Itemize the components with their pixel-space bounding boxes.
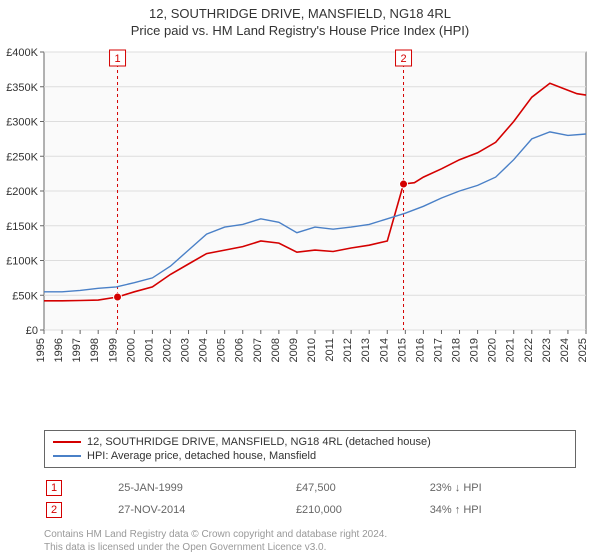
marker-badge: 1: [46, 480, 62, 496]
svg-text:2016: 2016: [414, 338, 426, 362]
legend-swatch: [53, 455, 81, 457]
marker-price: £210,000: [296, 500, 428, 520]
svg-text:2: 2: [400, 53, 406, 65]
svg-text:2002: 2002: [161, 338, 173, 362]
svg-text:2008: 2008: [270, 338, 282, 362]
svg-text:2005: 2005: [216, 338, 228, 362]
legend-label: HPI: Average price, detached house, Mans…: [87, 450, 316, 462]
footer-copyright: Contains HM Land Registry data © Crown c…: [44, 528, 576, 541]
chart-area: £0 £50K £100K £150K £200K £250K £300K £350K £400…: [0, 42, 600, 424]
svg-text:2023: 2023: [541, 338, 553, 362]
svg-text:£150K: £150K: [6, 221, 38, 233]
line-chart: £0 £50K £100K £150K £200K £250K £300K £350K £400…: [0, 42, 600, 372]
marker-delta: 23% ↓ HPI: [430, 478, 574, 498]
svg-text:£300K: £300K: [6, 117, 38, 129]
table-row: 2 27-NOV-2014 £210,000 34% ↑ HPI: [46, 500, 574, 520]
svg-text:2019: 2019: [469, 338, 481, 362]
svg-text:2004: 2004: [198, 338, 210, 362]
svg-text:2022: 2022: [523, 338, 535, 362]
legend-swatch: [53, 441, 81, 443]
legend-item: 12, SOUTHRIDGE DRIVE, MANSFIELD, NG18 4R…: [53, 435, 567, 449]
svg-text:2010: 2010: [306, 338, 318, 362]
title-subtitle: Price paid vs. HM Land Registry's House …: [0, 23, 600, 38]
svg-text:2018: 2018: [451, 338, 463, 362]
legend-label: 12, SOUTHRIDGE DRIVE, MANSFIELD, NG18 4R…: [87, 436, 431, 448]
svg-text:1998: 1998: [89, 338, 101, 362]
table-row: 1 25-JAN-1999 £47,500 23% ↓ HPI: [46, 478, 574, 498]
svg-text:2003: 2003: [180, 338, 192, 362]
svg-text:2021: 2021: [505, 338, 517, 362]
svg-text:2014: 2014: [378, 338, 390, 362]
svg-text:£50K: £50K: [12, 290, 38, 302]
svg-text:2012: 2012: [342, 338, 354, 362]
marker-date: 27-NOV-2014: [118, 500, 294, 520]
chart-titles: 12, SOUTHRIDGE DRIVE, MANSFIELD, NG18 4R…: [0, 0, 600, 42]
svg-text:2011: 2011: [324, 338, 336, 362]
marker-price: £47,500: [296, 478, 428, 498]
svg-text:£350K: £350K: [6, 82, 38, 94]
svg-text:£0: £0: [26, 325, 38, 337]
legend-item: HPI: Average price, detached house, Mans…: [53, 449, 567, 463]
svg-text:£200K: £200K: [6, 186, 38, 198]
svg-text:1: 1: [114, 53, 120, 65]
svg-text:2017: 2017: [432, 338, 444, 362]
svg-text:1999: 1999: [107, 338, 119, 362]
svg-text:2013: 2013: [360, 338, 372, 362]
svg-text:2009: 2009: [288, 338, 300, 362]
svg-text:2015: 2015: [396, 338, 408, 362]
legend: 12, SOUTHRIDGE DRIVE, MANSFIELD, NG18 4R…: [44, 430, 576, 468]
svg-text:£250K: £250K: [6, 151, 38, 163]
svg-text:2001: 2001: [143, 338, 155, 362]
svg-text:2020: 2020: [487, 338, 499, 362]
svg-text:1996: 1996: [53, 338, 65, 362]
marker-date: 25-JAN-1999: [118, 478, 294, 498]
footer-licence: This data is licensed under the Open Gov…: [44, 541, 576, 554]
svg-text:2025: 2025: [577, 338, 589, 362]
svg-text:£400K: £400K: [6, 47, 38, 59]
marker-table: 1 25-JAN-1999 £47,500 23% ↓ HPI 2 27-NOV…: [44, 476, 576, 522]
svg-text:1995: 1995: [35, 338, 47, 362]
svg-text:2024: 2024: [559, 338, 571, 362]
title-address: 12, SOUTHRIDGE DRIVE, MANSFIELD, NG18 4R…: [0, 6, 600, 21]
marker-badge: 2: [46, 502, 62, 518]
marker-delta: 34% ↑ HPI: [430, 500, 574, 520]
svg-text:2006: 2006: [234, 338, 246, 362]
svg-text:1997: 1997: [71, 338, 83, 362]
svg-text:2000: 2000: [125, 338, 137, 362]
svg-text:£100K: £100K: [6, 256, 38, 268]
footer: Contains HM Land Registry data © Crown c…: [44, 528, 576, 554]
svg-text:2007: 2007: [252, 338, 264, 362]
